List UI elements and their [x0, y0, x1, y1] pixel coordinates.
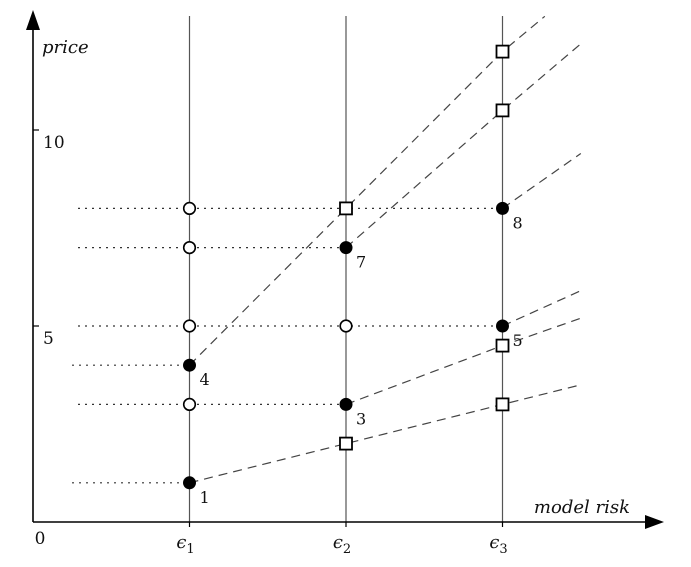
- dotted-level-lines: [72, 207, 503, 484]
- x-tick-label-2: ϵ2: [333, 532, 351, 557]
- dashed-line-2: [345, 317, 581, 405]
- y-axis-arrow: [26, 10, 40, 30]
- dashed-line-1: [189, 384, 581, 484]
- dashed-series-lines: [189, 15, 582, 484]
- filled-marker-2: [339, 397, 353, 411]
- axes: [26, 10, 664, 529]
- x-axis-arrow: [645, 515, 664, 529]
- y-tick-label-2: 10: [43, 133, 65, 153]
- open-circle-marker-5: [339, 319, 353, 333]
- point-label-8: 8: [513, 213, 523, 232]
- open-square-marker-3: [495, 397, 510, 412]
- open-circle-marker-4: [182, 201, 197, 215]
- open-square-marker-2: [339, 201, 353, 216]
- filled-marker-1: [183, 476, 196, 490]
- filled-marker-3: [183, 358, 196, 372]
- open-circle-marker-1: [182, 397, 197, 412]
- open-circle-marker-2: [182, 319, 197, 333]
- open-square-marker-1: [339, 436, 353, 451]
- y-axis-label: price: [42, 37, 89, 58]
- point-label-1: 1: [200, 488, 210, 507]
- open-square-marker-4: [495, 338, 510, 353]
- open-square-marker-6: [495, 44, 510, 59]
- filled-marker-4: [496, 319, 509, 333]
- filled-marker-5: [339, 241, 353, 255]
- point-label-5: 5: [513, 331, 523, 350]
- x-tick-label-3: ϵ3: [489, 532, 507, 557]
- point-label-3: 3: [356, 409, 366, 428]
- point-label-4: 4: [200, 370, 210, 389]
- dashed-line-5: [345, 43, 582, 249]
- x-tick-label-1: ϵ1: [176, 532, 194, 557]
- dashed-line-6: [502, 153, 582, 209]
- dashed-line-4: [189, 15, 546, 366]
- point-label-7: 7: [356, 253, 366, 272]
- point-labels: 1 3 4 5 7 8: [200, 213, 523, 506]
- x-origin-label: 0: [35, 529, 46, 549]
- y-tick-label-1: 5: [43, 329, 54, 349]
- data-markers: [182, 44, 510, 490]
- open-circle-marker-3: [182, 241, 197, 255]
- filled-marker-6: [496, 201, 509, 215]
- x-axis-label: model risk: [534, 497, 630, 518]
- open-square-marker-5: [495, 103, 510, 118]
- dashed-line-3: [502, 290, 582, 327]
